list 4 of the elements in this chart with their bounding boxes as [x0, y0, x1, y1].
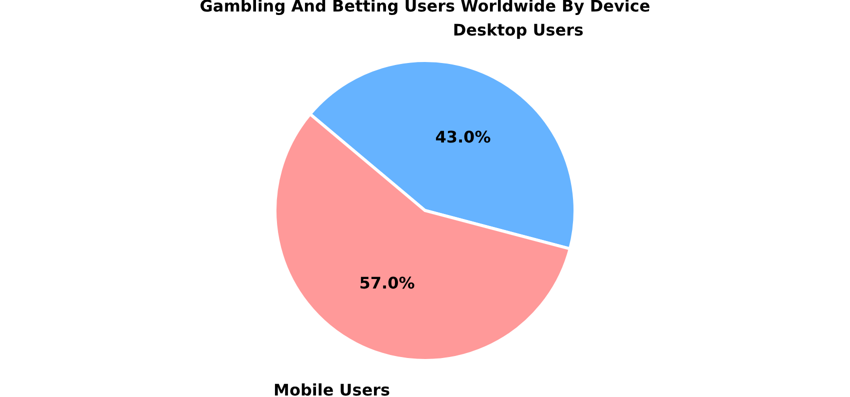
slice-label: Desktop Users — [452, 20, 584, 40]
data-label: 57.0% — [359, 274, 415, 293]
slice-label: Mobile Users — [274, 380, 390, 397]
data-label: 43.0% — [435, 127, 491, 146]
